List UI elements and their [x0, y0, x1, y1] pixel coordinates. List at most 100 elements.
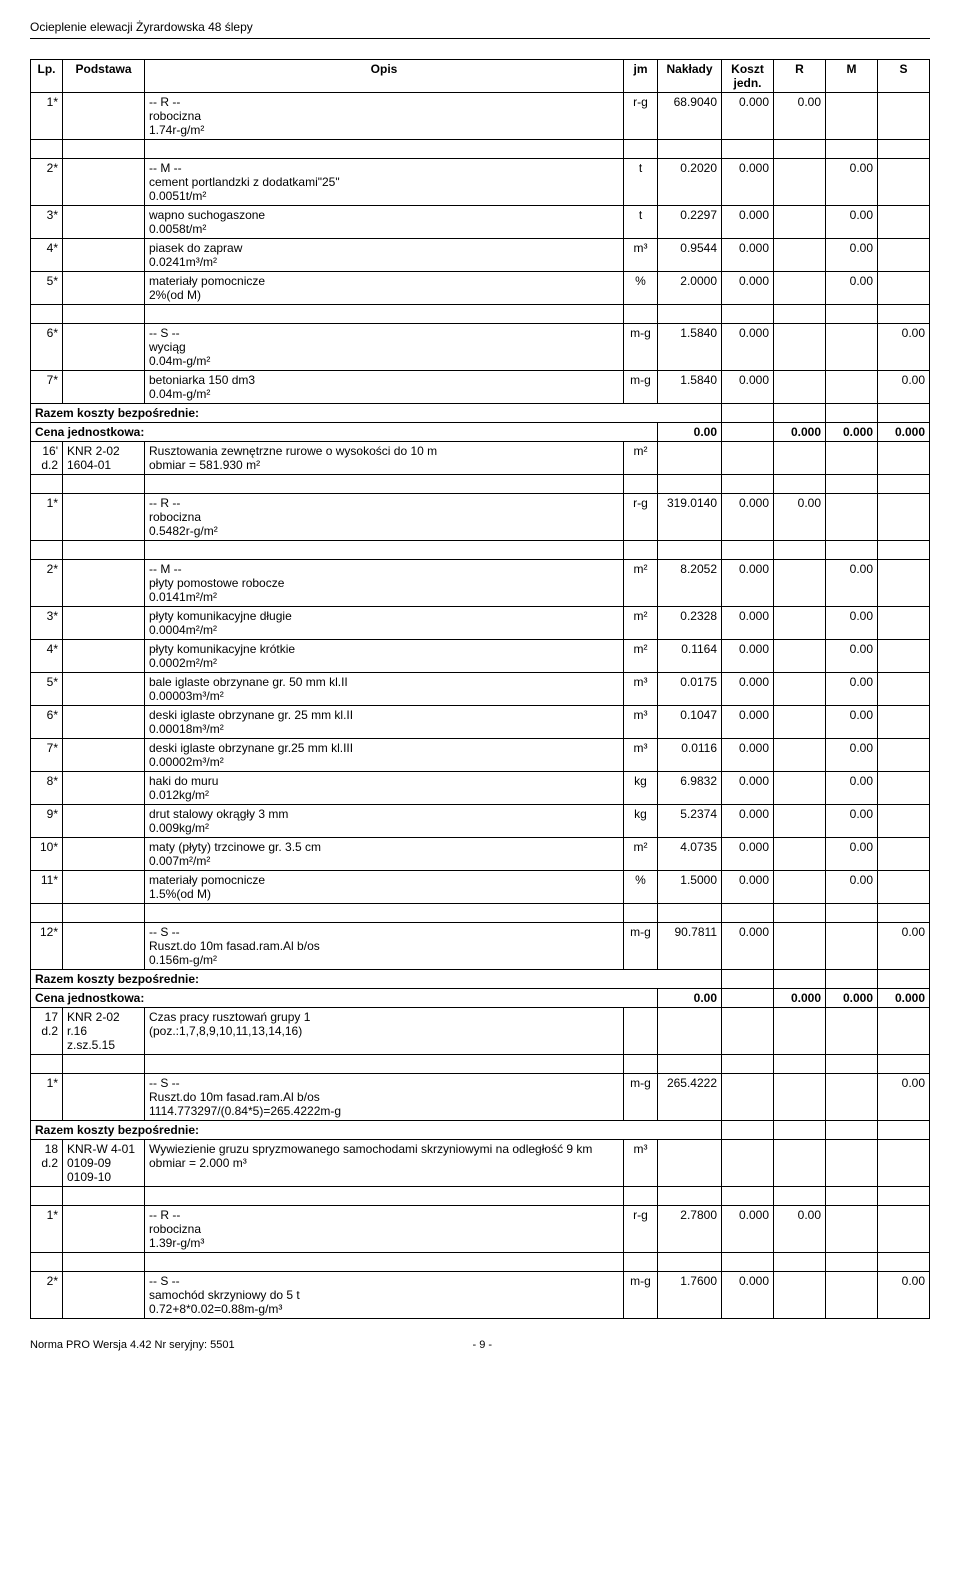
cell: m-g	[624, 1272, 658, 1319]
cell: płyty komunikacyjne krótkie0.0002m²/m²	[145, 640, 624, 673]
table-row: 2*-- M --płyty pomostowe robocze0.0141m²…	[31, 560, 930, 607]
cell: 0.2328	[658, 607, 722, 640]
cell: 1.5840	[658, 324, 722, 371]
cell	[826, 1074, 878, 1121]
cell	[31, 1187, 63, 1206]
cell: m-g	[624, 1074, 658, 1121]
cell	[774, 272, 826, 305]
cell	[878, 239, 930, 272]
cell	[658, 1187, 722, 1206]
cell	[145, 475, 624, 494]
cell	[624, 140, 658, 159]
cell: 0.000	[722, 923, 774, 970]
cell	[774, 140, 826, 159]
cell	[826, 970, 878, 989]
cell	[878, 673, 930, 706]
cell	[63, 1253, 145, 1272]
cell	[878, 970, 930, 989]
cell	[63, 324, 145, 371]
cell	[878, 93, 930, 140]
cell: wapno suchogaszone0.0058t/m²	[145, 206, 624, 239]
cell: m-g	[624, 371, 658, 404]
cell: 0.000	[722, 272, 774, 305]
cell: %	[624, 272, 658, 305]
cell: m²	[624, 640, 658, 673]
cell	[63, 904, 145, 923]
cell	[774, 371, 826, 404]
cell	[826, 1187, 878, 1206]
cell	[878, 475, 930, 494]
cell: -- S --samochód skrzyniowy do 5 t0.72+8*…	[145, 1272, 624, 1319]
spacer-row	[31, 541, 930, 560]
cell	[774, 206, 826, 239]
cell	[145, 1187, 624, 1206]
cell	[774, 324, 826, 371]
cell: deski iglaste obrzynane gr.25 mm kl.III0…	[145, 739, 624, 772]
cell: 4*	[31, 239, 63, 272]
cell: Czas pracy rusztowań grupy 1(poz.:1,7,8,…	[145, 1008, 624, 1055]
cell	[63, 607, 145, 640]
cell	[145, 305, 624, 324]
cell	[31, 475, 63, 494]
cell: 6.9832	[658, 772, 722, 805]
cell: m²	[624, 607, 658, 640]
cell	[878, 1253, 930, 1272]
cell: 2*	[31, 159, 63, 206]
cell	[722, 442, 774, 475]
cell	[722, 1253, 774, 1272]
cell	[826, 404, 878, 423]
cell: bale iglaste obrzynane gr. 50 mm kl.II0.…	[145, 673, 624, 706]
cell	[878, 1187, 930, 1206]
cell	[722, 1121, 774, 1140]
cell: 0.00	[658, 989, 722, 1008]
cell: 0.000	[722, 560, 774, 607]
cell: 9*	[31, 805, 63, 838]
table-header-row: Lp. Podstawa Opis jm Nakłady Koszt jedn.…	[31, 60, 930, 93]
cell	[878, 1008, 930, 1055]
table-body: 1*-- R --robocizna1.74r-g/m²r-g68.90400.…	[31, 93, 930, 1319]
cell: maty (płyty) trzcinowe gr. 3.5 cm0.007m²…	[145, 838, 624, 871]
cell: %	[624, 871, 658, 904]
cell: 0.00	[826, 272, 878, 305]
table-row: 18d.2KNR-W 4-010109-090109-10Wywiezienie…	[31, 1140, 930, 1187]
cell: Wywiezienie gruzu spryzmowanego samochod…	[145, 1140, 624, 1187]
cell: 0.000	[722, 93, 774, 140]
cell: 0.000	[826, 423, 878, 442]
cell: -- S --wyciąg0.04m-g/m²	[145, 324, 624, 371]
cost-table: Lp. Podstawa Opis jm Nakłady Koszt jedn.…	[30, 59, 930, 1319]
table-row: 6*-- S --wyciąg0.04m-g/m²m-g1.58400.0000…	[31, 324, 930, 371]
cell	[878, 404, 930, 423]
cell: 0.000	[722, 494, 774, 541]
table-row: 5*bale iglaste obrzynane gr. 50 mm kl.II…	[31, 673, 930, 706]
cell	[774, 404, 826, 423]
cell	[826, 1253, 878, 1272]
cell	[774, 541, 826, 560]
col-jm: jm	[624, 60, 658, 93]
cell	[774, 560, 826, 607]
cell: m²	[624, 560, 658, 607]
cell: 2*	[31, 1272, 63, 1319]
cell	[63, 239, 145, 272]
cell: 0.00	[658, 423, 722, 442]
cell	[826, 93, 878, 140]
cell	[63, 272, 145, 305]
sum-row: Razem koszty bezpośrednie:	[31, 970, 930, 989]
table-row: 1*-- R --robocizna1.74r-g/m²r-g68.90400.…	[31, 93, 930, 140]
header-rule	[30, 38, 930, 39]
cell	[658, 475, 722, 494]
cell	[774, 442, 826, 475]
cell: 0.00	[826, 640, 878, 673]
cell	[878, 541, 930, 560]
cell: 0.00	[826, 871, 878, 904]
cell	[878, 607, 930, 640]
cell	[826, 1055, 878, 1074]
cell	[878, 159, 930, 206]
spacer-row	[31, 475, 930, 494]
cell: płyty komunikacyjne długie0.0004m²/m²	[145, 607, 624, 640]
cell: 0.000	[722, 159, 774, 206]
cell: 0.000	[722, 324, 774, 371]
cell: m-g	[624, 324, 658, 371]
cell: 0.00	[826, 239, 878, 272]
cell: 1*	[31, 1074, 63, 1121]
cell: 0.000	[722, 607, 774, 640]
